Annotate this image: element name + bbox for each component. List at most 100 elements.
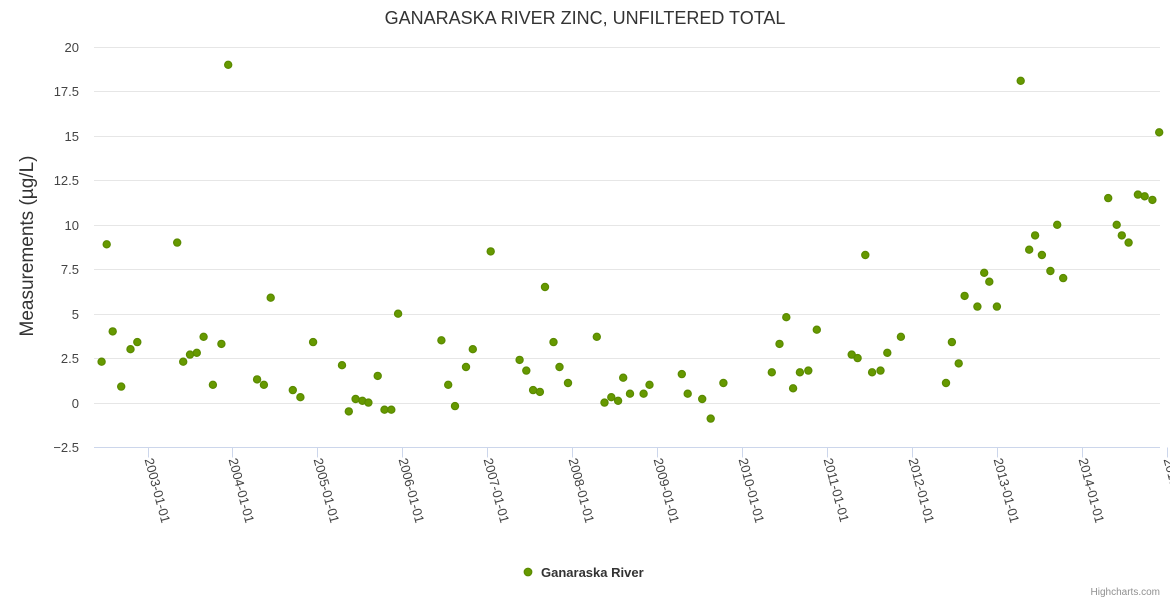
data-point[interactable] — [941, 378, 951, 388]
data-point[interactable] — [185, 350, 195, 359]
legend-marker[interactable] — [523, 567, 533, 577]
data-point[interactable] — [259, 380, 269, 389]
data-point[interactable] — [522, 366, 531, 375]
data-point[interactable] — [954, 359, 963, 368]
data-point[interactable] — [592, 332, 602, 341]
data-point[interactable] — [1046, 266, 1055, 276]
data-point[interactable] — [782, 313, 791, 322]
data-point[interactable] — [947, 337, 957, 347]
data-point[interactable] — [461, 362, 471, 372]
credits-link[interactable]: Highcharts.com — [1091, 587, 1160, 598]
y-tick-label: 2.5 — [61, 351, 79, 366]
y-tick-label: 10 — [65, 218, 79, 233]
data-point[interactable] — [804, 366, 813, 375]
data-point[interactable] — [515, 355, 524, 365]
data-point[interactable] — [639, 389, 648, 398]
data-point[interactable] — [1140, 192, 1149, 201]
data-point[interactable] — [126, 345, 135, 354]
data-point[interactable] — [266, 293, 275, 302]
data-point[interactable] — [1117, 231, 1127, 240]
data-point[interactable] — [528, 385, 538, 395]
data-point[interactable] — [1148, 195, 1157, 205]
data-point[interactable] — [973, 302, 982, 311]
data-point[interactable] — [563, 378, 573, 388]
data-point[interactable] — [960, 291, 969, 301]
data-point[interactable] — [172, 238, 182, 247]
data-point[interactable] — [296, 393, 305, 402]
data-point[interactable] — [97, 357, 106, 366]
data-point[interactable] — [337, 361, 347, 370]
data-point[interactable] — [555, 362, 564, 372]
data-point[interactable] — [812, 325, 822, 334]
data-point[interactable] — [876, 366, 885, 375]
data-point[interactable] — [351, 394, 360, 404]
data-point[interactable] — [613, 396, 623, 405]
data-point[interactable] — [795, 368, 805, 377]
data-point[interactable] — [867, 368, 877, 377]
data-point[interactable] — [308, 337, 318, 347]
data-point[interactable] — [1133, 190, 1143, 199]
data-point[interactable] — [1030, 231, 1040, 240]
data-point[interactable] — [645, 380, 654, 389]
data-point[interactable] — [364, 398, 373, 407]
y-tick-label: 12.5 — [54, 173, 79, 188]
legend-item-ganaraska-river[interactable]: Ganaraska River — [541, 565, 644, 580]
data-point[interactable] — [486, 247, 495, 256]
data-point[interactable] — [625, 389, 635, 398]
y-axis-label: Measurements (µg/L) — [17, 156, 38, 337]
data-point[interactable] — [677, 369, 687, 379]
data-point[interactable] — [373, 371, 382, 381]
data-point[interactable] — [540, 282, 550, 292]
data-point[interactable] — [896, 332, 906, 341]
data-point[interactable] — [199, 332, 208, 341]
data-point[interactable] — [102, 240, 111, 249]
data-point[interactable] — [861, 250, 870, 260]
data-point[interactable] — [719, 378, 728, 388]
data-point[interactable] — [116, 382, 126, 391]
data-point[interactable] — [108, 327, 117, 336]
data-point[interactable] — [980, 268, 989, 277]
data-point[interactable] — [288, 385, 297, 395]
data-point[interactable] — [450, 401, 460, 411]
data-point[interactable] — [1024, 245, 1034, 254]
data-point[interactable] — [380, 405, 389, 414]
data-point[interactable] — [992, 302, 1002, 311]
data-point[interactable] — [217, 339, 226, 349]
data-point[interactable] — [387, 405, 396, 414]
data-point[interactable] — [549, 337, 558, 347]
data-point[interactable] — [706, 414, 715, 423]
data-point[interactable] — [393, 309, 403, 318]
data-point[interactable] — [1112, 220, 1121, 229]
data-point[interactable] — [619, 373, 628, 382]
data-point[interactable] — [208, 380, 218, 389]
data-point[interactable] — [698, 394, 707, 404]
data-point[interactable] — [600, 398, 609, 407]
data-point[interactable] — [1154, 128, 1164, 137]
data-point[interactable] — [133, 337, 142, 347]
data-point[interactable] — [607, 393, 616, 402]
data-point[interactable] — [437, 336, 446, 345]
data-point[interactable] — [1052, 220, 1062, 229]
data-point[interactable] — [468, 345, 477, 354]
data-point[interactable] — [853, 353, 862, 363]
legend[interactable]: Ganaraska River — [523, 565, 644, 580]
data-point[interactable] — [1037, 250, 1047, 260]
data-point[interactable] — [1103, 193, 1113, 203]
data-point[interactable] — [683, 389, 692, 398]
data-point[interactable] — [883, 348, 892, 357]
data-point[interactable] — [252, 375, 262, 384]
data-point[interactable] — [344, 407, 353, 416]
data-point[interactable] — [767, 368, 777, 377]
data-point[interactable] — [535, 387, 545, 397]
data-point[interactable] — [1058, 273, 1068, 283]
data-point[interactable] — [775, 339, 784, 349]
data-point[interactable] — [223, 60, 233, 70]
data-point[interactable] — [1016, 76, 1025, 86]
data-point[interactable] — [788, 384, 798, 393]
data-point[interactable] — [1124, 238, 1133, 247]
data-point[interactable] — [178, 357, 188, 366]
data-point[interactable] — [444, 380, 453, 389]
data-point[interactable] — [192, 348, 201, 357]
data-point[interactable] — [985, 277, 994, 286]
